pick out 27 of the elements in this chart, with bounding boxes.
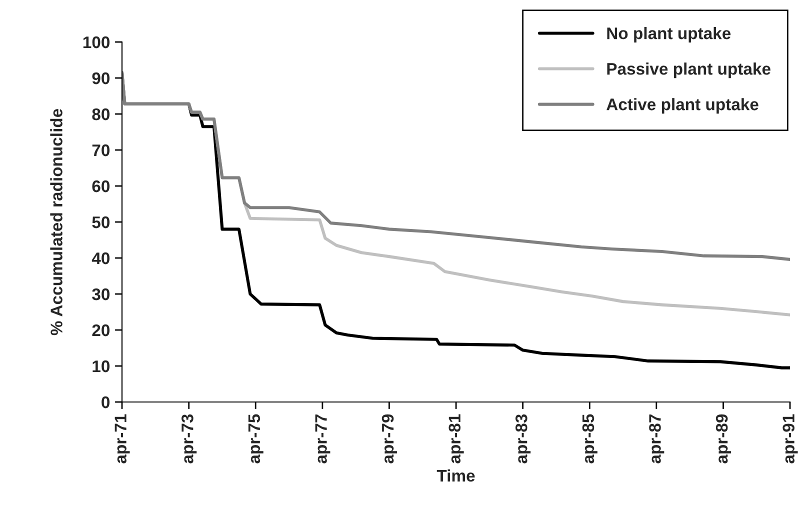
x-tick-label: apr-73 xyxy=(182,414,197,464)
y-tick-label: 60 xyxy=(92,180,110,192)
y-tick-label: 20 xyxy=(92,324,110,336)
y-tick-label: 10 xyxy=(92,360,110,372)
y-tick-label: 40 xyxy=(92,252,110,264)
legend-label: Active plant uptake xyxy=(606,98,758,114)
y-tick-label: 70 xyxy=(92,144,110,156)
legend-label: Passive plant uptake xyxy=(607,62,770,78)
y-tick-label: 90 xyxy=(92,72,110,84)
legend-label: No plant uptake xyxy=(607,27,731,43)
y-tick-label: 100 xyxy=(83,36,110,48)
x-tick-label: apr-77 xyxy=(315,414,330,464)
y-tick-label: 50 xyxy=(92,216,110,228)
x-tick-label: apr-87 xyxy=(649,414,664,464)
x-tick-label: apr-89 xyxy=(716,414,732,464)
y-tick-label: 80 xyxy=(92,108,110,120)
x-axis-title: Time xyxy=(436,469,475,482)
x-tick-label: apr-71 xyxy=(114,414,130,464)
y-tick-label: 0 xyxy=(102,396,110,408)
x-tick-label: apr-91 xyxy=(782,414,798,464)
x-tick-label: apr-79 xyxy=(382,414,397,464)
x-tick-label: apr-81 xyxy=(448,414,464,464)
y-axis-title: % Accumulated radionuclide xyxy=(50,108,62,336)
x-tick-label: apr-85 xyxy=(582,414,598,464)
x-tick-label: apr-75 xyxy=(248,414,264,464)
x-tick-label: apr-83 xyxy=(515,414,531,464)
y-tick-label: 30 xyxy=(92,288,110,300)
